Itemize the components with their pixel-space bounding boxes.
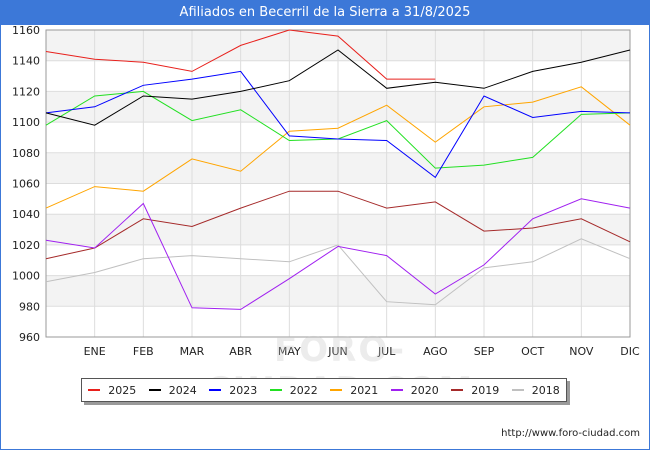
legend-swatch bbox=[330, 389, 343, 391]
legend-item-2018: 2018 bbox=[511, 383, 560, 397]
x-tick-label: AGO bbox=[423, 345, 448, 358]
chart-title: Afiliados en Becerril de la Sierra a 31/… bbox=[1, 1, 649, 25]
legend-item-2025: 2025 bbox=[88, 384, 136, 397]
x-tick-label: ENE bbox=[84, 345, 106, 358]
legend-item-2023: 2023 bbox=[209, 384, 257, 397]
legend-swatch bbox=[148, 389, 161, 391]
legend-label: 2025 bbox=[108, 383, 137, 397]
source-url: http://www.foro-ciudad.com bbox=[501, 428, 640, 439]
y-tick-label: 980 bbox=[19, 300, 40, 313]
legend-swatch bbox=[511, 389, 524, 391]
series-line-2024 bbox=[45, 49, 631, 126]
chart-legend: 2025 2024 2023 2022 2021 2020 2019 2018 bbox=[81, 378, 567, 402]
y-tick-label: 960 bbox=[19, 331, 40, 344]
series-line-2025 bbox=[45, 29, 436, 80]
legend-item-2019: 2019 bbox=[451, 384, 499, 397]
legend-label: 2018 bbox=[531, 383, 560, 397]
x-tick-label: JUN bbox=[327, 345, 348, 358]
legend-label: 2024 bbox=[168, 383, 197, 397]
x-tick-label: ABR bbox=[229, 345, 252, 358]
legend-swatch bbox=[451, 389, 464, 391]
series-line-2020 bbox=[45, 198, 631, 310]
x-tick-label: FEB bbox=[133, 345, 154, 358]
legend-label: 2020 bbox=[410, 383, 439, 397]
y-tick-label: 1120 bbox=[12, 85, 40, 98]
x-tick-label: OCT bbox=[521, 345, 544, 358]
legend-swatch bbox=[88, 389, 101, 391]
y-tick-label: 1060 bbox=[12, 178, 40, 191]
series-line-2021 bbox=[45, 86, 631, 209]
x-tick-label: DIC bbox=[620, 345, 640, 358]
x-tick-label: MAR bbox=[180, 345, 205, 358]
legend-item-2021: 2021 bbox=[330, 384, 378, 397]
y-tick-label: 1000 bbox=[12, 270, 40, 283]
plot-area-border bbox=[45, 29, 631, 338]
legend-label: 2021 bbox=[350, 383, 379, 397]
series-line-2019 bbox=[45, 190, 631, 260]
legend-item-2020: 2020 bbox=[390, 383, 439, 397]
y-tick-label: 1080 bbox=[12, 147, 40, 160]
legend-swatch bbox=[269, 389, 282, 391]
x-tick-label: MAY bbox=[278, 345, 301, 358]
y-tick-label: 1140 bbox=[12, 55, 40, 68]
legend-label: 2022 bbox=[289, 383, 318, 397]
legend-swatch bbox=[390, 389, 403, 391]
y-tick-label: 1160 bbox=[12, 24, 40, 37]
x-tick-label: JUL bbox=[377, 345, 396, 358]
y-tick-label: 1020 bbox=[12, 239, 40, 252]
x-tick-label: SEP bbox=[474, 345, 495, 358]
series-line-2018 bbox=[45, 238, 631, 306]
y-tick-label: 1040 bbox=[12, 208, 40, 221]
x-tick-label: NOV bbox=[569, 345, 594, 358]
legend-swatch bbox=[209, 389, 222, 391]
legend-item-2022: 2022 bbox=[269, 383, 318, 397]
legend-label: 2019 bbox=[471, 383, 500, 397]
legend-label: 2023 bbox=[229, 383, 258, 397]
y-tick-label: 1100 bbox=[12, 116, 40, 129]
legend-item-2024: 2024 bbox=[148, 383, 197, 397]
series-line-2023 bbox=[45, 70, 631, 179]
